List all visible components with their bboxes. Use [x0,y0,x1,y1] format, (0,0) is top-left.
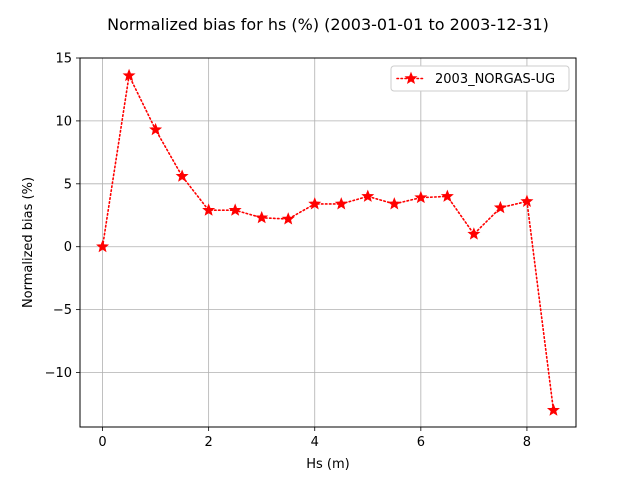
y-tick-label: −5 [53,303,72,318]
legend-entry-label: 2003_NORGAS-UG [435,72,555,87]
x-tick-label: 6 [417,435,425,450]
x-tick-label: 8 [523,435,531,450]
y-tick-label: −10 [45,366,72,381]
y-tick-label: 10 [55,114,72,129]
data-point-star-marker [387,197,401,210]
data-point-star-marker [493,200,507,214]
data-point-star-marker [361,189,375,202]
data-point-star-marker [202,203,216,216]
x-tick-label: 2 [205,435,213,450]
legend-box [390,65,570,92]
data-point-star-marker [520,194,534,207]
data-point-star-marker [175,169,189,182]
y-tick-label: 15 [55,52,72,67]
y-tick-label: 5 [64,177,72,192]
y-axis-label: Normalized bias (%) [21,177,36,308]
data-point-star-marker [414,190,428,204]
ticks: 0 2 4 6 8 −10 −5 0 5 10 15 [45,52,532,451]
x-axis-label: Hs (m) [306,457,350,472]
data-point-star-marker [308,197,322,210]
plot-frame [79,57,577,428]
data-point-star-marker [255,210,269,224]
series-line [101,72,555,412]
data-point-star-marker [149,122,163,136]
data-point-star-marker [440,189,454,202]
x-tick-label: 0 [98,435,106,450]
data-point-star-marker [467,227,481,240]
chart-title: Normalized bias for hs (%) (2003-01-01 t… [107,15,549,34]
data-point-star-marker [228,203,242,216]
series-layer [96,68,560,416]
data-point-star-marker [96,239,110,253]
x-tick-label: 4 [311,435,319,450]
data-point-star-marker [122,68,136,82]
data-point-star-marker [281,212,295,225]
legend-star-marker [404,71,418,85]
data-point-star-marker [546,403,560,416]
data-point-star-marker [334,197,348,210]
legend: 2003_NORGAS-UG [390,65,570,92]
y-tick-label: 0 [64,240,72,255]
